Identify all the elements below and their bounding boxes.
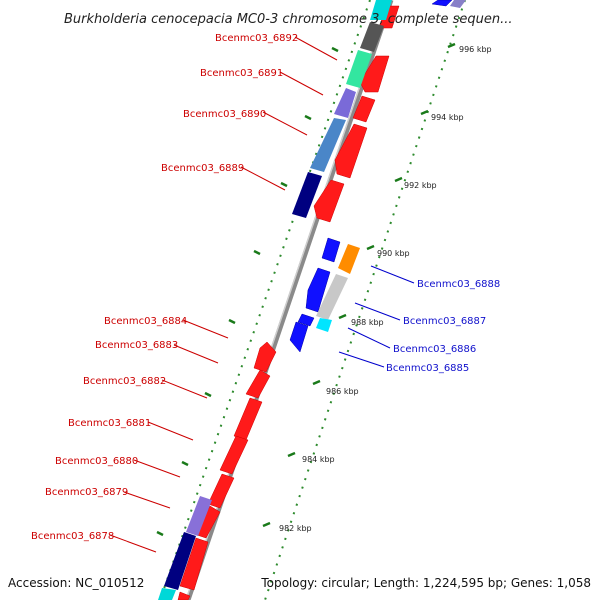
gene-arrow[interactable] (289, 321, 309, 353)
tick-label: 996 kbp (459, 45, 492, 54)
gene-label[interactable]: Bcenmc03_6878 (31, 531, 114, 542)
gene-arrow[interactable] (352, 95, 376, 123)
feature-orange (338, 244, 360, 274)
tick-label: 992 kbp (404, 181, 437, 190)
tick-marks (156, 42, 456, 537)
gene-arrow[interactable] (334, 123, 368, 179)
reverse-strand-genes (177, 5, 400, 600)
gene-arrow[interactable] (207, 473, 235, 509)
feature-cyan (316, 318, 332, 332)
gene-label[interactable]: Bcenmc03_6881 (68, 418, 151, 429)
gene-arrow[interactable] (378, 5, 400, 29)
gene-arrow[interactable] (305, 267, 331, 313)
gene-label[interactable]: Bcenmc03_6887 (403, 316, 486, 327)
gene-arrow[interactable] (297, 313, 315, 327)
gene-label[interactable]: Bcenmc03_6891 (200, 68, 283, 79)
gene-arrow[interactable] (219, 435, 249, 475)
gene-label[interactable]: Bcenmc03_6892 (215, 33, 298, 44)
gene-arrow[interactable] (245, 369, 271, 399)
gene-label[interactable]: Bcenmc03_6882 (83, 376, 166, 387)
gene-label[interactable]: Bcenmc03_6886 (393, 344, 476, 355)
tick-label: 984 kbp (302, 455, 335, 464)
gene-label[interactable]: Bcenmc03_6884 (104, 316, 187, 327)
tick-label: 994 kbp (431, 113, 464, 122)
gene-label[interactable]: Bcenmc03_6889 (161, 163, 244, 174)
map-title: Burkholderia cenocepacia MC0-3 chromosom… (64, 12, 512, 27)
inner-tick-ring (159, 0, 371, 600)
gene-label[interactable]: Bcenmc03_6879 (45, 487, 128, 498)
gene-arrow[interactable] (179, 537, 209, 591)
backbone-strand (185, 0, 394, 600)
tick-label: 990 kbp (377, 249, 410, 258)
summary-text: Topology: circular; Length: 1,224,595 bp… (260, 576, 591, 590)
gene-arrow[interactable] (313, 179, 345, 223)
feature-top-right (450, 0, 466, 8)
forward-strand-genes (289, 0, 453, 353)
tick-labels: 996 kbp 994 kbp 992 kbp 990 kbp 988 kbp … (279, 45, 492, 533)
accession-text: Accession: NC_010512 (8, 576, 144, 590)
outer-tick-ring (264, 0, 466, 600)
gene-arrow[interactable] (233, 397, 263, 441)
tick-label: 986 kbp (326, 387, 359, 396)
feature-blocks (158, 0, 392, 600)
right-gene-labels: Bcenmc03_6888 Bcenmc03_6887 Bcenmc03_688… (386, 279, 500, 374)
left-connectors (109, 36, 338, 553)
gene-label[interactable]: Bcenmc03_6885 (386, 363, 469, 374)
gene-arrow[interactable] (431, 0, 453, 7)
right-connectors (338, 265, 415, 368)
tick-label: 982 kbp (279, 524, 312, 533)
feature-gray (316, 274, 348, 320)
gene-label[interactable]: Bcenmc03_6883 (95, 340, 178, 351)
gene-label[interactable]: Bcenmc03_6890 (183, 109, 266, 120)
gene-label[interactable]: Bcenmc03_6888 (417, 279, 500, 290)
gene-arrow[interactable] (177, 591, 191, 600)
gene-arrow[interactable] (321, 237, 341, 263)
gene-label[interactable]: Bcenmc03_6880 (55, 456, 138, 467)
left-gene-labels: Bcenmc03_6892 Bcenmc03_6891 Bcenmc03_689… (31, 33, 298, 542)
tick-label: 988 kbp (351, 318, 384, 327)
